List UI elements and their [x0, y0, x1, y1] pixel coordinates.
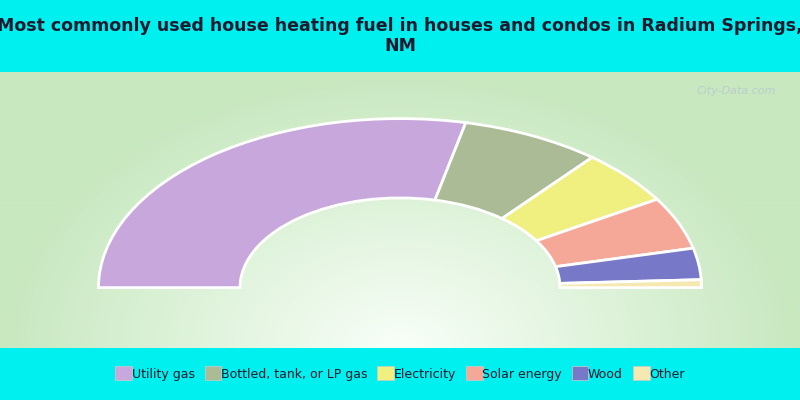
Wedge shape [537, 199, 694, 267]
Wedge shape [98, 118, 466, 288]
Wedge shape [502, 157, 657, 241]
Wedge shape [555, 248, 702, 283]
Wedge shape [560, 280, 702, 288]
Legend: Utility gas, Bottled, tank, or LP gas, Electricity, Solar energy, Wood, Other: Utility gas, Bottled, tank, or LP gas, E… [110, 362, 690, 386]
Wedge shape [435, 123, 592, 218]
Text: Most commonly used house heating fuel in houses and condos in Radium Springs,
NM: Most commonly used house heating fuel in… [0, 17, 800, 55]
Text: City-Data.com: City-Data.com [697, 86, 776, 96]
